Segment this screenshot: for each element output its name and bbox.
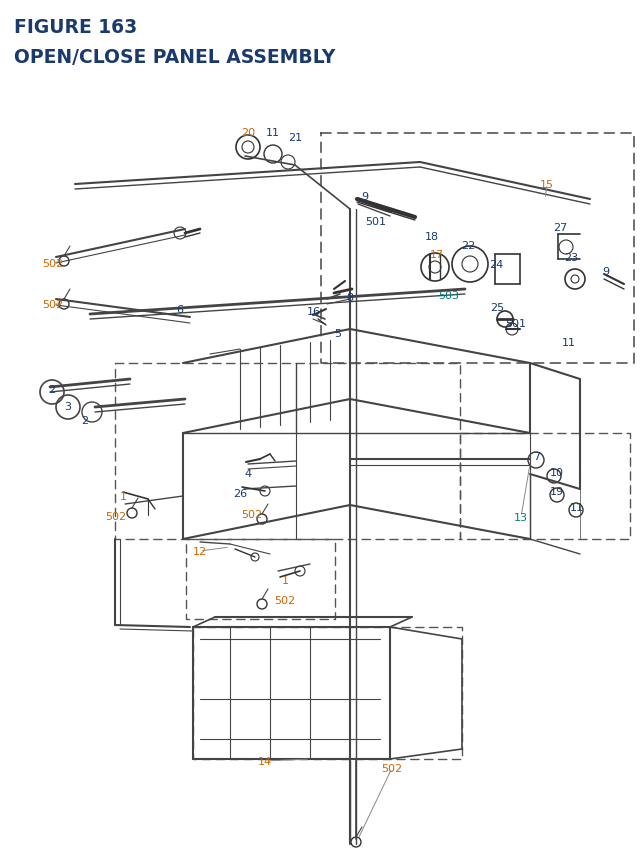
Text: 18: 18 [425, 232, 439, 242]
Text: 5: 5 [335, 329, 342, 338]
Text: 502: 502 [42, 258, 63, 269]
Text: 502: 502 [241, 510, 262, 519]
Text: 9: 9 [602, 267, 609, 276]
Text: 2: 2 [81, 416, 88, 425]
Text: 25: 25 [490, 303, 504, 313]
Text: 502: 502 [106, 511, 127, 522]
Text: 502: 502 [275, 595, 296, 605]
Text: 16: 16 [307, 307, 321, 317]
Text: 1: 1 [282, 575, 289, 585]
Text: 17: 17 [430, 250, 444, 260]
Text: 11: 11 [562, 338, 576, 348]
Text: 14: 14 [258, 756, 272, 766]
Text: 502: 502 [42, 300, 63, 310]
Text: 4: 4 [244, 468, 252, 479]
Text: 26: 26 [233, 488, 247, 499]
Text: 10: 10 [550, 468, 564, 478]
Text: 12: 12 [193, 547, 207, 556]
Text: 9: 9 [362, 192, 369, 201]
Text: 7: 7 [533, 451, 541, 461]
Text: 11: 11 [266, 127, 280, 138]
Text: 21: 21 [288, 133, 302, 143]
Text: 23: 23 [564, 253, 578, 263]
Text: 501: 501 [365, 217, 387, 226]
Text: FIGURE 163: FIGURE 163 [14, 18, 137, 37]
Text: 15: 15 [540, 180, 554, 189]
Text: 503: 503 [438, 291, 460, 300]
Text: 27: 27 [553, 223, 567, 232]
Text: 6: 6 [177, 305, 184, 314]
Text: 11: 11 [570, 503, 584, 512]
Text: 3: 3 [65, 401, 72, 412]
Text: 22: 22 [461, 241, 475, 251]
Text: 20: 20 [241, 127, 255, 138]
Text: 19: 19 [550, 486, 564, 497]
Text: 502: 502 [381, 763, 403, 773]
Text: 13: 13 [514, 512, 528, 523]
Text: 8: 8 [346, 293, 353, 303]
Text: 2: 2 [49, 385, 56, 394]
Text: 24: 24 [489, 260, 503, 269]
Text: OPEN/CLOSE PANEL ASSEMBLY: OPEN/CLOSE PANEL ASSEMBLY [14, 48, 335, 67]
Text: 501: 501 [506, 319, 527, 329]
Text: 1: 1 [120, 492, 127, 501]
